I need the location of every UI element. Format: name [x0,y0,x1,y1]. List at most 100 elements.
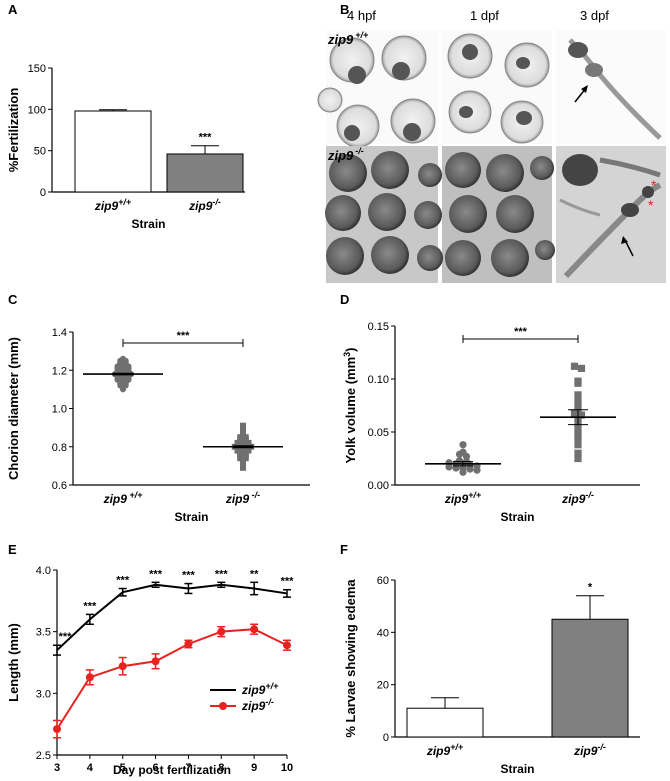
y-axis-label: %Fertilization [6,88,21,173]
data-point [240,422,246,429]
y-tick-label: 1.0 [52,404,67,416]
panel-letter-a: A [8,2,18,17]
data-point [445,463,453,471]
panel-letter-f: F [340,542,348,557]
panel-letter-c: C [8,292,18,307]
svg-text:*: * [648,197,654,213]
data-point [574,400,582,409]
data-point [574,426,582,434]
panel-letter-e: E [8,542,17,557]
data-point [240,464,246,471]
significance-label: * [588,582,593,594]
mut-4hpf-embryos [325,151,443,275]
arrow-mut [621,236,634,257]
category-label: zip9-/- [561,490,594,506]
y-tick-label: 1.2 [52,365,67,377]
legend-label: zip9+/+ [241,681,279,697]
significance-label: *** [281,576,295,588]
x-tick-label: 8 [218,762,224,774]
series-line-mutant [56,628,288,730]
x-tick-label: 9 [251,762,257,774]
x-tick-label: 7 [185,762,191,774]
category-label: zip9-/- [188,197,221,213]
data-point [570,409,579,417]
chart-layer: 050100150zip9+/+***zip9-/-Strain%Fertili… [6,63,640,777]
significance-label: *** [182,570,196,582]
y-axis-label: Length (mm) [6,623,21,702]
x-tick-label: 3 [54,762,60,774]
series-line-wildtype [56,583,288,651]
legend-marker [219,702,227,710]
panel-e-length-chart: 2.53.03.54.03 4 5 6 7 8 9 10************ *** *** *… [6,565,294,777]
wt-3dpf-larva [568,38,662,140]
panel-letter-d: D [340,292,349,307]
data-point [118,662,127,671]
y-tick-label: 100 [28,104,46,116]
data-point [455,450,464,458]
category-label: zip9+/+ [94,197,132,213]
y-tick-label: 0.6 [52,480,67,492]
data-point [459,468,467,476]
panel-d-yolk-chart: 0.00 0.05 0.10 0.15 zip9+/+ zip9-/- *** Strain Y… [342,321,640,524]
data-point [574,454,582,463]
data-point [120,386,126,393]
y-tick-label: 150 [28,63,46,75]
category-label: zip9+/+ [426,742,464,758]
y-tick-label: 0.00 [368,480,389,492]
data-point [466,465,474,473]
mut-3dpf-larvae [559,154,662,279]
legend-label: zip9-/- [241,697,274,713]
data-point [250,625,259,634]
y-tick-label: 0.10 [368,374,389,386]
x-tick-label: 10 [281,762,293,774]
y-tick-label: 2.5 [36,750,51,762]
x-tick-label: 6 [153,762,159,774]
x-axis-label: Strain [131,217,165,231]
category-label: zip9 +/+ [103,490,144,506]
data-point [217,627,226,636]
y-tick-label: 0.8 [52,442,67,454]
column-header-3dpf: 3 dpf [580,8,609,23]
y-axis-label: % Larvae showing edema [343,579,358,738]
data-point [577,364,586,372]
data-point [462,452,471,460]
x-axis-label: Strain [500,762,534,776]
x-tick-label: 4 [87,762,94,774]
significance-label: ** [250,568,259,580]
significance-label: *** [116,575,130,587]
y-tick-label: 3.0 [36,688,51,700]
panel-f-edema-chart: 0 20 40 60 zip9+/+ * zip9-/- Strain % Larvae sho… [343,575,640,776]
wt-1dpf-embryos [447,33,550,144]
bar-wildtype [74,110,152,193]
significance-label: *** [177,330,191,342]
data-point [283,641,291,650]
significance-label: *** [59,631,73,643]
data-point [53,725,61,734]
bar-mutant [166,153,244,193]
category-label: zip9-/- [573,742,606,758]
data-point [473,466,481,474]
data-point [574,379,582,387]
data-point [570,362,579,370]
category-label: zip9+/+ [444,490,482,506]
x-axis-label: Strain [174,510,208,524]
y-tick-label: 50 [34,146,46,158]
y-tick-label: 0.05 [368,427,389,439]
data-point [574,430,582,438]
wt-4hpf-embryos [317,35,436,148]
data-point [574,441,582,449]
arrow-wt [574,85,588,103]
panel-b-micrographs: 4 hpf 1 dpf 3 dpf [317,8,666,283]
y-tick-label: 3.5 [36,627,51,639]
row-label-mutant: zip9 -/- [327,146,364,163]
bar-wildtype [406,707,484,738]
data-point [574,434,582,442]
panel-letter-b: B [340,2,349,17]
significance-label: *** [514,326,528,338]
category-label: zip9 -/- [225,490,260,506]
column-header-1dpf: 1 dpf [470,8,499,23]
significance-label: *** [199,132,213,144]
data-point [151,657,160,666]
y-tick-label: 60 [377,575,389,587]
asterisk-markers: * * [648,177,657,213]
